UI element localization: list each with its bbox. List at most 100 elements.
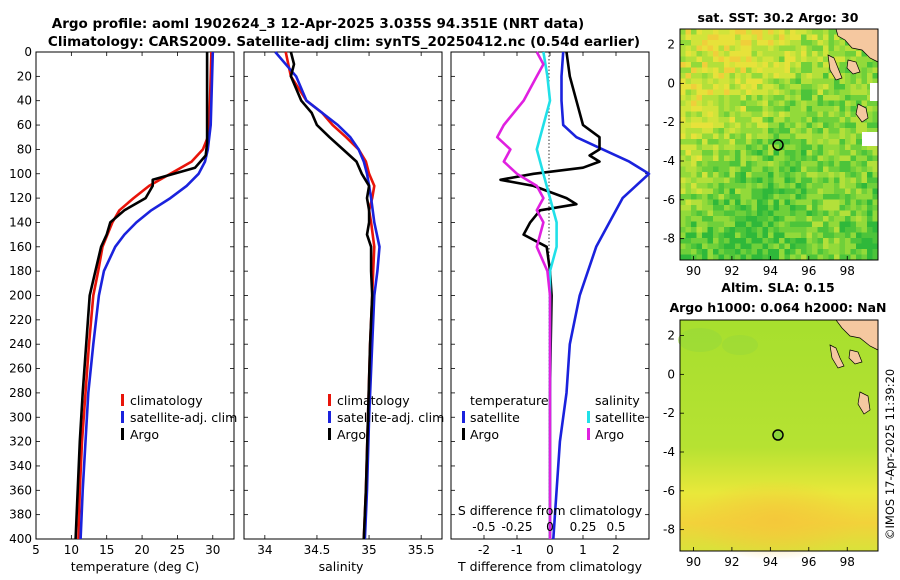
sst-cell bbox=[702, 210, 708, 217]
sst-cell bbox=[718, 95, 725, 101]
sst-cell bbox=[872, 194, 879, 200]
sst-cell bbox=[718, 254, 725, 261]
sst-cell bbox=[685, 62, 692, 68]
sst-cell bbox=[834, 243, 840, 250]
sst-cell bbox=[680, 78, 686, 85]
sst-cell bbox=[718, 122, 725, 129]
sst-cell bbox=[685, 205, 692, 211]
sst-cell bbox=[779, 227, 785, 233]
sst-cell bbox=[707, 128, 714, 134]
sst-cell bbox=[746, 199, 752, 206]
x-tick-label: 20 bbox=[134, 543, 149, 557]
sst-cell bbox=[795, 155, 802, 162]
island bbox=[827, 54, 843, 81]
sst-cell bbox=[751, 45, 758, 52]
sst-cell bbox=[762, 183, 769, 189]
sst-cell bbox=[828, 232, 835, 239]
sst-cell bbox=[718, 166, 725, 173]
sla-map-frame bbox=[679, 319, 879, 552]
series-line-s-argo bbox=[495, 51, 552, 539]
sst-cell bbox=[729, 117, 736, 123]
s-difference-tick-label: 0.5 bbox=[606, 520, 625, 534]
sst-cell bbox=[696, 161, 703, 167]
sst-cell bbox=[801, 45, 807, 52]
sst-cell bbox=[828, 238, 835, 244]
sst-cell bbox=[828, 155, 835, 162]
sst-cell bbox=[746, 194, 752, 200]
sst-cell bbox=[713, 67, 719, 74]
sst-cell bbox=[751, 227, 758, 233]
sst-cell bbox=[806, 205, 813, 211]
sst-cell bbox=[696, 183, 703, 189]
sst-cell bbox=[828, 133, 835, 140]
sst-cell bbox=[696, 243, 703, 250]
sst-cell bbox=[861, 67, 868, 74]
sst-cell bbox=[735, 84, 741, 90]
sst-cell bbox=[768, 227, 774, 233]
sst-cell bbox=[779, 243, 785, 250]
sst-cell bbox=[702, 155, 708, 162]
sst-cell bbox=[746, 111, 752, 118]
sst-cell bbox=[724, 221, 730, 228]
sst-cell bbox=[724, 89, 730, 96]
sst-cell bbox=[718, 40, 725, 46]
sst-cell bbox=[779, 78, 785, 85]
sst-cell bbox=[746, 155, 752, 162]
sst-cell bbox=[773, 177, 780, 184]
sst-cell bbox=[702, 84, 708, 90]
sst-cell bbox=[746, 95, 752, 101]
sst-cell bbox=[762, 221, 769, 228]
sst-cell bbox=[718, 78, 725, 85]
sst-cell bbox=[718, 45, 725, 52]
sst-cell bbox=[834, 56, 840, 63]
sst-cell bbox=[757, 100, 763, 107]
sst-cell bbox=[685, 243, 692, 250]
sst-cell bbox=[850, 111, 857, 118]
lon-tick-label: 92 bbox=[724, 264, 739, 278]
sst-cell bbox=[817, 106, 824, 112]
sst-cell bbox=[680, 73, 686, 79]
sst-cell bbox=[718, 56, 725, 63]
sst-cell bbox=[845, 232, 851, 239]
sst-cell bbox=[685, 254, 692, 261]
s-difference-ticks: -0.5 -0.25 0 0.25 0.5 bbox=[472, 520, 625, 534]
sst-cell bbox=[823, 45, 829, 52]
sst-cell bbox=[845, 133, 851, 140]
sst-cell bbox=[779, 45, 785, 52]
sst-cell bbox=[702, 205, 708, 211]
sst-cell bbox=[691, 199, 697, 206]
sst-cell bbox=[746, 128, 752, 134]
sst-cell bbox=[839, 133, 846, 140]
sst-cell bbox=[746, 73, 752, 79]
sst-cell bbox=[729, 216, 736, 222]
sst-cell bbox=[702, 238, 708, 244]
sst-cell bbox=[757, 117, 763, 123]
sst-cell bbox=[729, 111, 736, 118]
sst-cell bbox=[823, 122, 829, 129]
sst-cell bbox=[740, 155, 747, 162]
sst-cell bbox=[861, 249, 868, 255]
sst-cell bbox=[850, 243, 857, 250]
sst-cell bbox=[729, 89, 736, 96]
y-tick-label: 20 bbox=[17, 69, 32, 83]
sst-cell bbox=[839, 205, 846, 211]
sst-cell bbox=[784, 122, 791, 129]
sst-cell bbox=[707, 232, 714, 239]
sst-cell bbox=[735, 221, 741, 228]
sst-cell bbox=[702, 45, 708, 52]
sst-cell bbox=[740, 56, 747, 63]
sst-cell bbox=[751, 216, 758, 222]
sst-cell bbox=[680, 210, 686, 217]
sst-cell bbox=[751, 177, 758, 184]
sst-cell bbox=[735, 78, 741, 85]
sst-cell bbox=[856, 139, 862, 145]
sst-cell bbox=[856, 122, 862, 129]
sst-cell bbox=[773, 45, 780, 52]
sst-cell bbox=[702, 249, 708, 255]
salinity-axis-ticks: 34 34.5 35 35.5 bbox=[257, 52, 435, 557]
sst-cell bbox=[757, 144, 763, 151]
lat-tick-label: -6 bbox=[663, 484, 675, 498]
sst-cell bbox=[784, 56, 791, 63]
sst-cell bbox=[784, 29, 791, 35]
sst-cell bbox=[718, 84, 725, 90]
